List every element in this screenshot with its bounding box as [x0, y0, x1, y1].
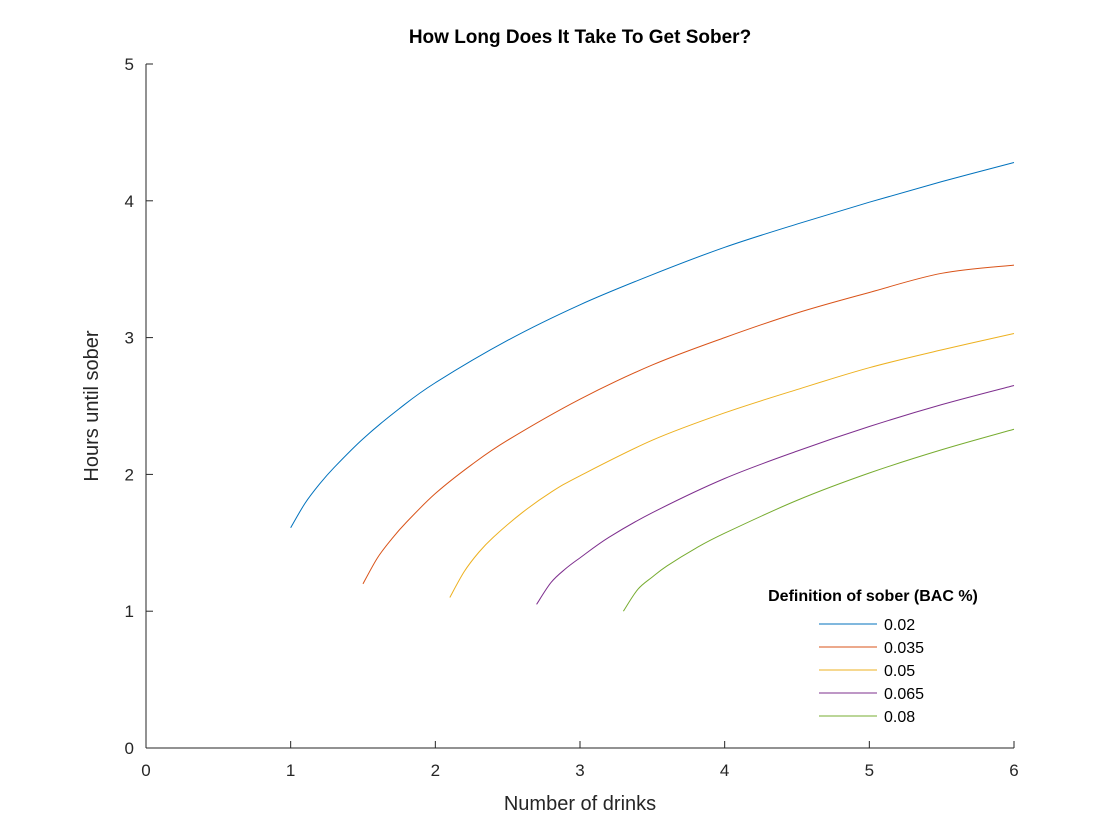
y-tick-label: 5	[125, 55, 134, 74]
legend-label: 0.08	[884, 709, 915, 726]
y-axis-label: Hours until sober	[81, 330, 103, 482]
y-tick-label: 1	[125, 602, 134, 621]
y-tick-label: 0	[125, 739, 134, 758]
x-tick-label: 0	[141, 761, 150, 780]
x-tick-label: 2	[431, 761, 440, 780]
x-tick-label: 3	[575, 761, 584, 780]
y-tick-label: 4	[125, 192, 134, 211]
legend: Definition of sober (BAC %) 0.020.0350.0…	[768, 588, 978, 726]
chart-title: How Long Does It Take To Get Sober?	[409, 27, 751, 48]
legend-label: 0.02	[884, 617, 915, 634]
series-line-0.035	[362, 264, 1015, 585]
x-tick-label: 6	[1009, 761, 1018, 780]
x-axis-label: Number of drinks	[504, 793, 656, 815]
x-ticks: 0 1 2 3 4 5 6	[141, 741, 1019, 780]
legend-label: 0.05	[884, 663, 915, 680]
y-ticks: 0 1 2 3 4 5	[125, 55, 153, 758]
series-line-0.02	[290, 162, 1015, 529]
legend-label: 0.035	[884, 640, 924, 657]
series-line-0.05	[449, 333, 1015, 598]
series-line-0.08	[622, 428, 1015, 612]
y-tick-label: 2	[125, 465, 134, 484]
x-tick-label: 1	[286, 761, 295, 780]
x-tick-label: 4	[720, 761, 729, 780]
y-tick-label: 3	[125, 329, 134, 348]
series-line-0.065	[536, 384, 1015, 605]
series-group	[290, 162, 1015, 612]
legend-title: Definition of sober (BAC %)	[768, 588, 978, 605]
legend-label: 0.065	[884, 686, 924, 703]
x-tick-label: 5	[865, 761, 874, 780]
legend-items: 0.02 0.035 0.05 0.065 0.08	[819, 617, 924, 726]
